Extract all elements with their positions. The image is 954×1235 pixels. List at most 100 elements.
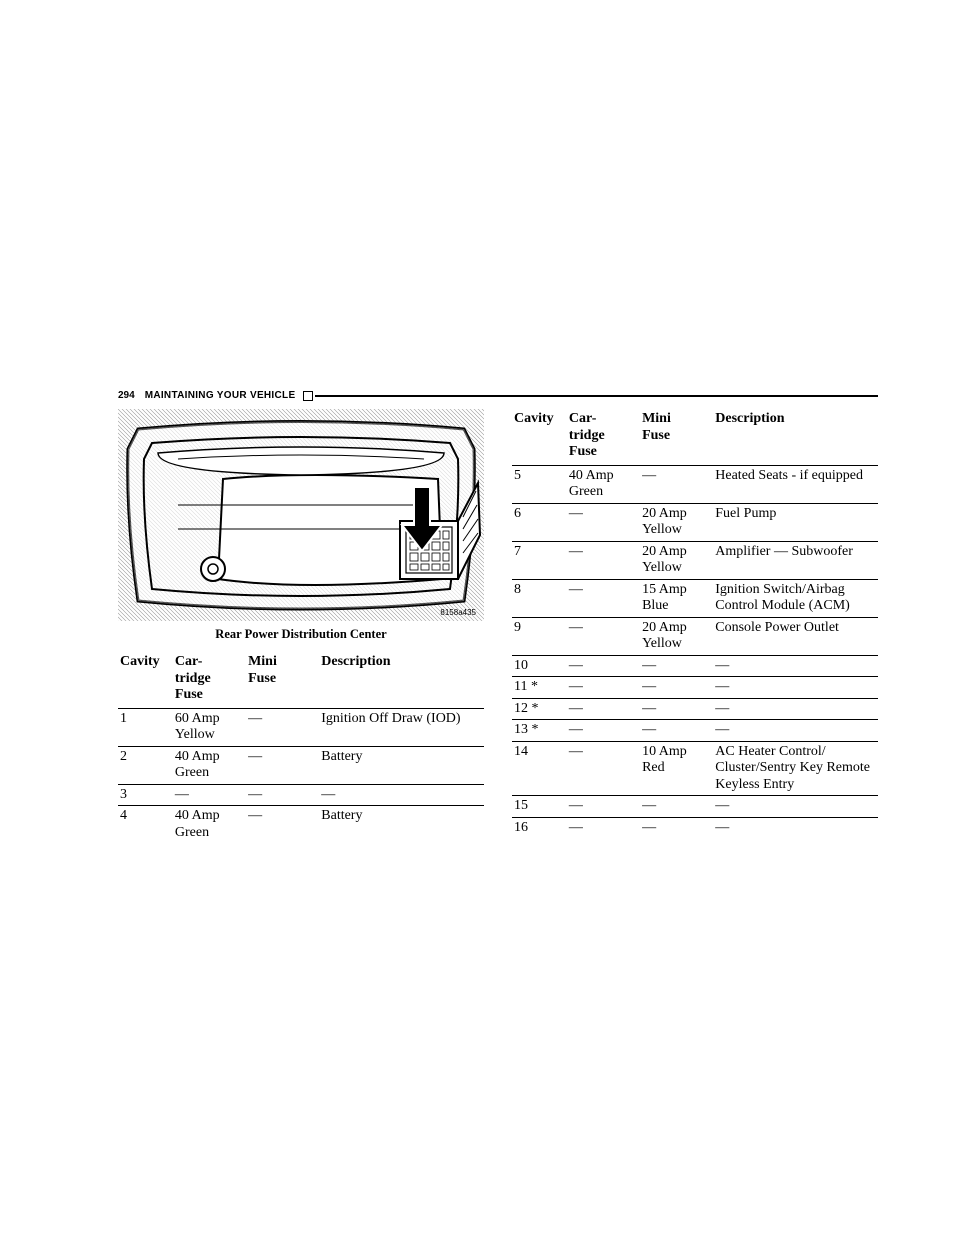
col-cartridge: Car-tridgeFuse [173,652,246,708]
cell-cartridge: — [567,796,640,818]
col-cavity: Cavity [512,409,567,465]
cell-mini: — [246,784,319,806]
cell-mini: 10 Amp Red [640,741,713,796]
fuse-table-right: Cavity Car-tridgeFuse MiniFuse Descripti… [512,409,878,838]
cell-cartridge: 40 Amp Green [173,806,246,844]
table-row: 12 * — — — [512,698,878,720]
table-row: 5 40 Amp Green — Heated Seats - if equip… [512,465,878,503]
table-header-row: Cavity Car-tridgeFuse MiniFuse Descripti… [512,409,878,465]
table-body-right: 5 40 Amp Green — Heated Seats - if equip… [512,465,878,838]
page-content: 294 MAINTAINING YOUR VEHICLE [118,390,878,843]
table-row: 1 60 Amp Yellow — Ignition Off Draw (IOD… [118,708,484,746]
cell-cartridge: — [567,617,640,655]
cell-cartridge: — [567,579,640,617]
cell-description: — [713,698,878,720]
table-row: 6 — 20 Amp Yellow Fuel Pump [512,503,878,541]
cell-description: Console Power Outlet [713,617,878,655]
table-body-left: 1 60 Amp Yellow — Ignition Off Draw (IOD… [118,708,484,843]
cell-description: Ignition Switch/Airbag Control Module (A… [713,579,878,617]
cell-description: Fuel Pump [713,503,878,541]
cell-cavity: 5 [512,465,567,503]
cell-mini: — [246,746,319,784]
cell-mini: 20 Amp Yellow [640,503,713,541]
cell-cartridge: — [567,817,640,838]
table-row: 8 — 15 Amp Blue Ignition Switch/Airbag C… [512,579,878,617]
cell-cavity: 1 [118,708,173,746]
cell-mini: — [640,655,713,677]
table-header-row: Cavity Car-tridgeFuse MiniFuse Descripti… [118,652,484,708]
right-column: Cavity Car-tridgeFuse MiniFuse Descripti… [512,409,878,843]
table-row: 7 — 20 Amp Yellow Amplifier — Subwoofer [512,541,878,579]
section-title: MAINTAINING YOUR VEHICLE [145,390,296,401]
table-row: 16 — — — [512,817,878,838]
cell-description: Battery [319,746,484,784]
left-column: 8158a435 Rear Power Distribution Center … [118,409,484,843]
cell-cartridge: — [567,720,640,742]
col-mini: MiniFuse [246,652,319,708]
cell-description: Amplifier — Subwoofer [713,541,878,579]
cell-description: — [713,720,878,742]
cell-mini: 20 Amp Yellow [640,541,713,579]
cell-mini: — [246,708,319,746]
cell-cartridge: — [173,784,246,806]
table-row: 2 40 Amp Green — Battery [118,746,484,784]
cell-cavity: 16 [512,817,567,838]
cell-cavity: 8 [512,579,567,617]
col-mini: MiniFuse [640,409,713,465]
cell-cavity: 15 [512,796,567,818]
cell-cartridge: — [567,541,640,579]
cell-cavity: 3 [118,784,173,806]
cell-mini: 15 Amp Blue [640,579,713,617]
two-column-layout: 8158a435 Rear Power Distribution Center … [118,409,878,843]
cell-description: — [713,796,878,818]
cell-mini: — [640,698,713,720]
cell-description: AC Heater Control/ Cluster/Sentry Key Re… [713,741,878,796]
header-rule [315,395,878,397]
cell-cartridge: — [567,655,640,677]
cell-mini: — [640,796,713,818]
table-row: 13 * — — — [512,720,878,742]
figure-code: 8158a435 [440,608,476,617]
cell-cavity: 6 [512,503,567,541]
cell-description: Battery [319,806,484,844]
cell-description: — [713,655,878,677]
cell-cartridge: 40 Amp Green [567,465,640,503]
cell-cartridge: — [567,698,640,720]
cell-mini: — [640,720,713,742]
cell-description: — [713,817,878,838]
cell-cavity: 14 [512,741,567,796]
cell-cavity: 10 [512,655,567,677]
cell-description: Heated Seats - if equipped [713,465,878,503]
col-cavity: Cavity [118,652,173,708]
page-header: 294 MAINTAINING YOUR VEHICLE [118,390,878,401]
cell-description: — [713,677,878,699]
cell-cavity: 4 [118,806,173,844]
table-row: 14 — 10 Amp Red AC Heater Control/ Clust… [512,741,878,796]
col-description: Description [713,409,878,465]
figure-illustration: 8158a435 [118,409,484,621]
cell-cavity: 9 [512,617,567,655]
cell-cavity: 2 [118,746,173,784]
cell-cavity: 7 [512,541,567,579]
col-description: Description [319,652,484,708]
cell-mini: — [246,806,319,844]
cell-description: Ignition Off Draw (IOD) [319,708,484,746]
table-row: 11 * — — — [512,677,878,699]
table-row: 3 — — — [118,784,484,806]
cell-cartridge: — [567,503,640,541]
cell-cartridge: — [567,677,640,699]
table-row: 10 — — — [512,655,878,677]
cell-mini: — [640,817,713,838]
table-row: 9 — 20 Amp Yellow Console Power Outlet [512,617,878,655]
col-cartridge: Car-tridgeFuse [567,409,640,465]
cell-cartridge: 60 Amp Yellow [173,708,246,746]
table-row: 15 — — — [512,796,878,818]
fuse-table-left: Cavity Car-tridgeFuse MiniFuse Descripti… [118,652,484,843]
figure-rear-pdc: 8158a435 [118,409,484,621]
cell-description: — [319,784,484,806]
header-box-icon [303,391,313,401]
cell-mini: — [640,465,713,503]
cell-cavity: 11 * [512,677,567,699]
cell-cavity: 13 * [512,720,567,742]
page-number: 294 [118,390,135,401]
